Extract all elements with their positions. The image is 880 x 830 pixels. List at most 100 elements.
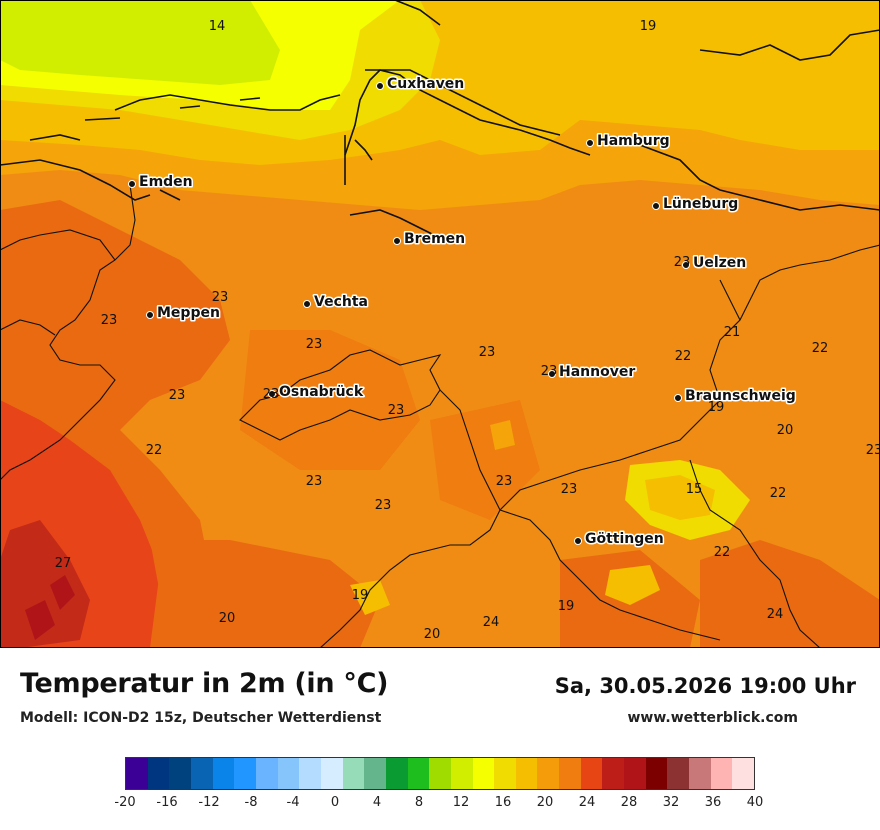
scale-swatch [190, 758, 213, 789]
model-caption: Modell: ICON-D2 15z, Deutscher Wetterdie… [20, 710, 382, 726]
city-dot [146, 311, 154, 319]
temperature-value: 23 [263, 387, 280, 402]
city-marker-bremen: Bremen [393, 230, 467, 249]
city-dot [682, 261, 690, 269]
temperature-value: 24 [483, 615, 500, 630]
city-label: Hannover [559, 364, 635, 380]
state-borders [0, 184, 880, 648]
temperature-value: 19 [352, 588, 369, 603]
coastline [0, 0, 880, 239]
scale-tick-label: 28 [620, 795, 638, 810]
scale-swatch [559, 758, 581, 789]
scale-swatch [689, 758, 711, 789]
city-dot [586, 139, 594, 147]
scale-tick-label: 4 [372, 795, 382, 810]
temperature-value: 22 [675, 349, 692, 364]
temperature-value: 23 [674, 255, 691, 270]
color-scale-ticks: -20 -16 -12 -8 -4 0 4 8 12 16 20 24 28 32 36 40 [0, 795, 880, 815]
temperature-value: 23 [541, 364, 558, 379]
city-dot [548, 370, 556, 378]
temperature-value: 22 [714, 545, 731, 560]
scale-swatch [667, 758, 690, 789]
scale-tick-label: -16 [156, 795, 178, 810]
city-dot [376, 82, 384, 90]
scale-swatch [169, 758, 191, 789]
city-label: Göttingen [585, 531, 664, 547]
scale-swatch [277, 758, 300, 789]
scale-swatch [212, 758, 235, 789]
temperature-value: 23 [169, 388, 186, 403]
temperature-value: 23 [306, 474, 323, 489]
forecast-datetime: Sa, 30.05.2026 19:00 Uhr [554, 674, 856, 698]
website-url: www.wetterblick.com [627, 710, 799, 726]
scale-swatch [515, 758, 538, 789]
scale-swatch [624, 758, 646, 789]
scale-swatch [494, 758, 516, 789]
scale-tick-label: -20 [114, 795, 136, 810]
scale-swatch [537, 758, 560, 789]
scale-tick-label: 0 [330, 795, 340, 810]
city-dot [268, 390, 276, 398]
temperature-map: Cuxhaven Hamburg Emden Lüneburg Bremen Uelzen… [0, 0, 880, 648]
temperature-value: 23 [388, 403, 405, 418]
temperature-value: 23 [212, 290, 229, 305]
scale-tick-label: 40 [746, 795, 764, 810]
city-marker-vechta: Vechta [303, 293, 369, 312]
temperature-value: 23 [101, 313, 118, 328]
scale-swatch [320, 758, 343, 789]
city-dot [674, 394, 682, 402]
scale-swatch [407, 758, 430, 789]
scale-swatch [429, 758, 451, 789]
city-label: Braunschweig [685, 388, 796, 404]
city-label: Meppen [157, 305, 220, 321]
city-label: Hamburg [597, 133, 670, 149]
scale-swatch [450, 758, 473, 789]
scale-tick-label: 20 [536, 795, 554, 810]
city-marker-lüneburg: Lüneburg [652, 195, 740, 214]
temp-zone-northwest-cool [0, 0, 280, 85]
temp-zone-southwest-hotter [0, 520, 90, 648]
temperature-value: 20 [219, 611, 236, 626]
scale-tick-label: -8 [244, 795, 258, 810]
scale-swatch [602, 758, 625, 789]
temperature-value: 20 [777, 423, 794, 438]
temperature-value: 22 [146, 443, 163, 458]
scale-swatch [342, 758, 365, 789]
scale-swatch [732, 758, 755, 789]
scale-tick-label: -12 [198, 795, 220, 810]
temperature-value: 24 [767, 607, 784, 622]
city-label: Bremen [404, 231, 465, 247]
scale-tick-label: 12 [452, 795, 470, 810]
scale-tick-label: 36 [704, 795, 722, 810]
scale-swatch [645, 758, 668, 789]
city-dot [574, 537, 582, 545]
temperature-value: 21 [724, 325, 741, 340]
scale-tick-label: -4 [286, 795, 300, 810]
scale-swatch [472, 758, 495, 789]
temperature-value: 19 [640, 19, 657, 34]
temperature-value: 23 [479, 345, 496, 360]
city-marker-cuxhaven: Cuxhaven [376, 75, 466, 94]
city-label: Emden [139, 174, 193, 190]
scale-swatch [126, 758, 148, 789]
scale-swatch [299, 758, 321, 789]
city-marker-emden: Emden [128, 173, 194, 192]
city-label: Cuxhaven [387, 76, 464, 92]
city-label: Osnabrück [279, 384, 364, 400]
temperature-value: 14 [209, 19, 226, 34]
city-marker-uelzen: Uelzen [682, 254, 748, 273]
city-label: Lüneburg [663, 196, 738, 212]
temperature-value: 20 [424, 627, 441, 642]
temperature-value: 22 [812, 341, 829, 356]
city-marker-meppen: Meppen [146, 304, 221, 323]
city-marker-braunschweig: Braunschweig [674, 387, 797, 406]
scale-swatch [710, 758, 733, 789]
scale-swatch [234, 758, 256, 789]
city-dot [128, 180, 136, 188]
color-scale [125, 757, 755, 790]
scale-tick-label: 24 [578, 795, 596, 810]
city-marker-osnabrück: Osnabrück [268, 383, 365, 402]
scale-tick-label: 16 [494, 795, 512, 810]
scale-tick-label: 32 [662, 795, 680, 810]
temperature-value: 19 [558, 599, 575, 614]
